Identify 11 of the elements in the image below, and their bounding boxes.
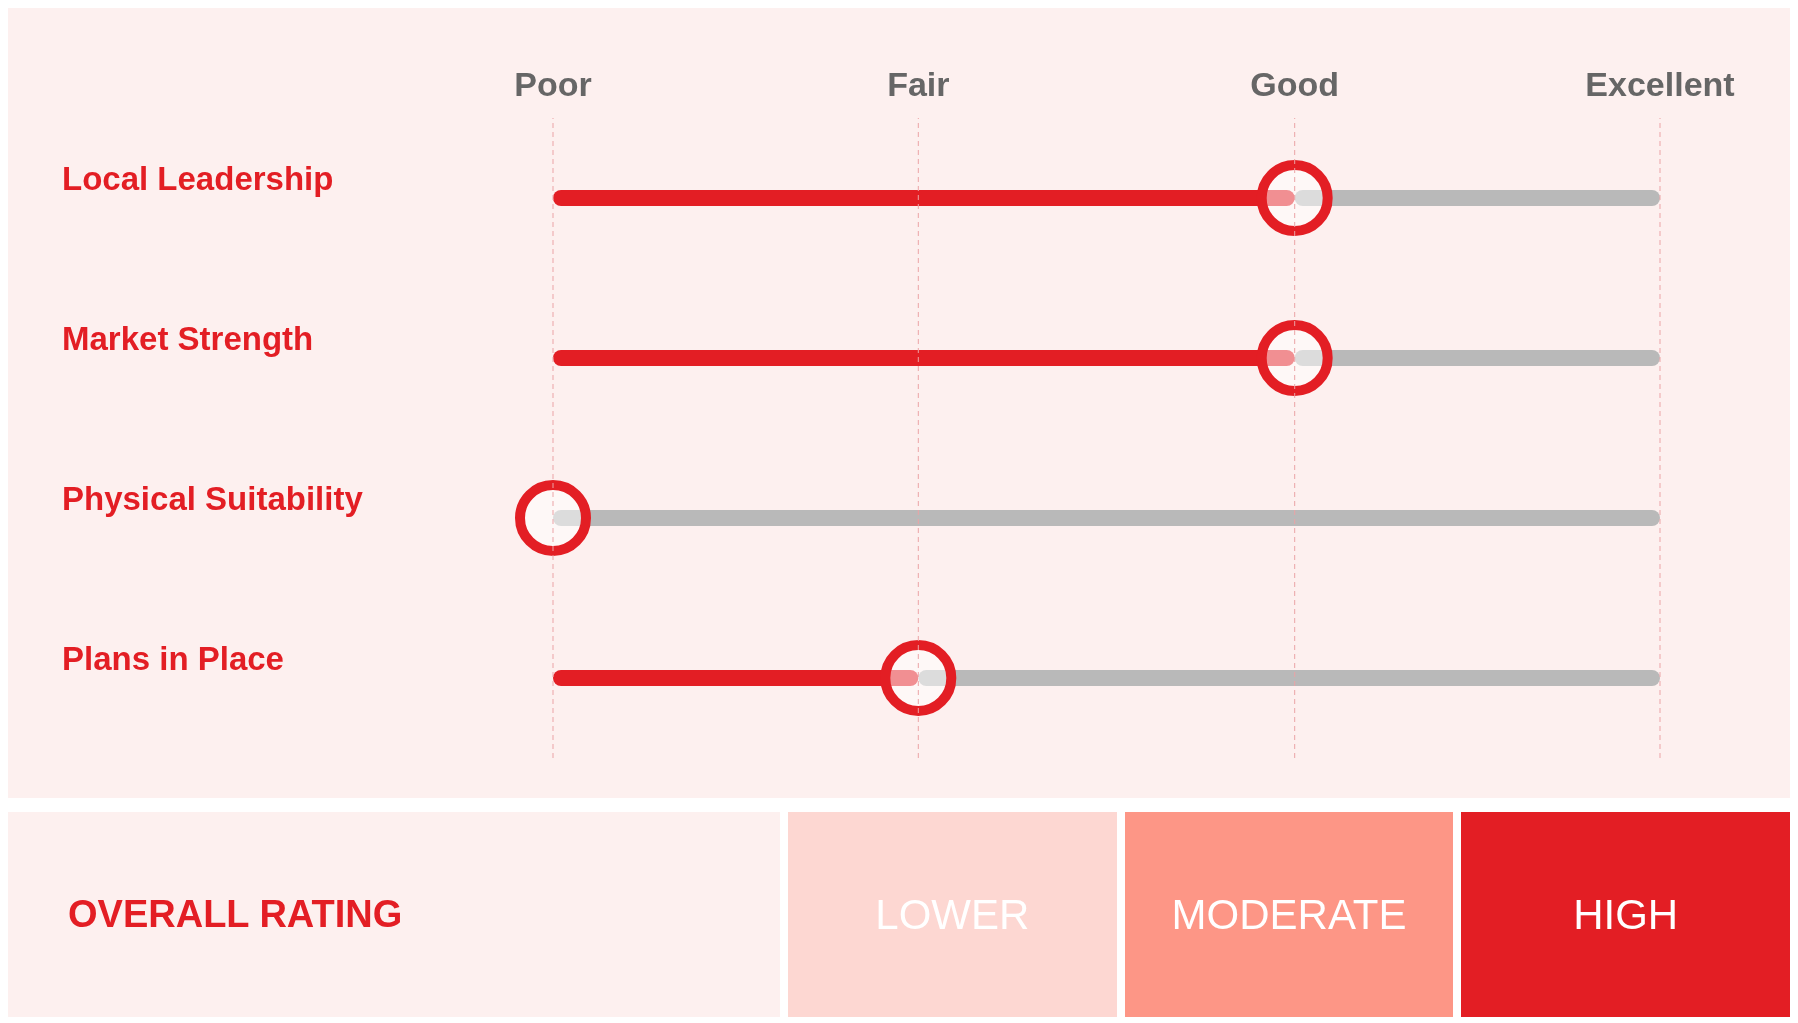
y-tick-label: Market Strength [62, 320, 314, 357]
text: OVERALL RATING [8, 812, 780, 1017]
y-tick-label: Local Leadership [62, 160, 334, 197]
y-tick-label: Physical Suitability [62, 480, 364, 517]
text: HIGH [1461, 812, 1791, 1017]
ref-line-label: Poor [514, 65, 592, 103]
y-tick-label: Plans in Place [62, 640, 284, 677]
ref-line-label: Good [1250, 65, 1340, 103]
ref-line-label: Fair [887, 65, 950, 103]
ref-line-label: Excellent [1585, 65, 1735, 103]
text: MODERATE [1124, 812, 1454, 1017]
